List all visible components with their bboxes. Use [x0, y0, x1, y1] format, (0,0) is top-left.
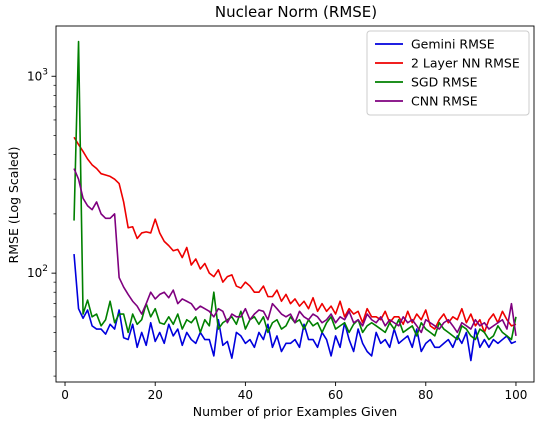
y-axis-label: RMSE (Log Scaled) — [6, 147, 21, 264]
legend-label-1: 2 Layer NN RMSE — [411, 56, 520, 71]
legend-box — [366, 30, 530, 116]
x-tick-label: 80 — [418, 388, 433, 402]
legend-label-2: SGD RMSE — [411, 75, 478, 90]
x-tick-label: 100 — [505, 388, 528, 402]
y-axis: 102 103 — [27, 67, 56, 377]
x-tick-label: 0 — [61, 388, 69, 402]
plot-lines — [73, 40, 517, 362]
plot-frame — [55, 25, 535, 383]
chart-title: Nuclear Norm (RMSE) — [215, 3, 377, 21]
x-tick-label: 20 — [148, 388, 163, 402]
x-tick-label: 60 — [328, 388, 343, 402]
series-line-3 — [73, 168, 517, 337]
legend-label-0: Gemini RMSE — [411, 37, 495, 52]
x-axis-label: Number of prior Examples Given — [193, 404, 397, 419]
y-tick-label: 102 — [27, 264, 48, 280]
legend-label-3: CNN RMSE — [411, 94, 478, 109]
series-line-1 — [73, 136, 517, 334]
series-line-0 — [73, 254, 517, 362]
y-tick-label: 103 — [27, 67, 48, 83]
legend: Gemini RMSE 2 Layer NN RMSE SGD RMSE CNN RM… — [366, 30, 530, 116]
x-tick-label: 40 — [238, 388, 253, 402]
x-axis: 0 20 40 60 80 100 — [61, 382, 527, 402]
